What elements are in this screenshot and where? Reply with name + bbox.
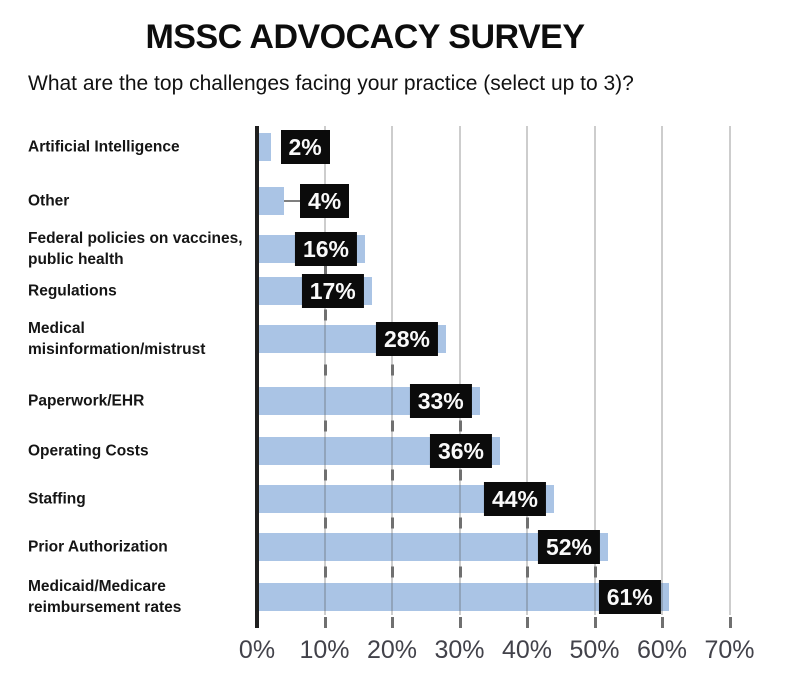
gridline-dash: [526, 566, 529, 578]
gridline-dash: [323, 420, 327, 432]
gridline-dash: [458, 517, 462, 529]
chart-question-subtitle: What are the top challenges facing your …: [28, 72, 634, 95]
y-axis-line: [255, 126, 259, 628]
gridline-dash: [391, 364, 394, 376]
value-label: 52%: [537, 530, 600, 564]
gridline-dash: [323, 517, 327, 529]
category-label: Medicaid/Medicare reimbursement rates: [28, 578, 182, 616]
gridline-dash: [458, 566, 462, 578]
gridline-dash: [458, 420, 462, 432]
gridline: [728, 126, 731, 615]
gridline-dash: [323, 566, 327, 578]
axis-tick: [526, 617, 529, 628]
x-axis-tick-label: 60%: [636, 636, 688, 664]
axis-tick: [593, 617, 597, 628]
x-axis-tick-label: 10%: [299, 636, 350, 664]
axis-tick: [391, 617, 394, 628]
gridline: [526, 126, 528, 615]
gridline-dash: [391, 566, 394, 578]
value-label: 2%: [280, 130, 330, 164]
value-label: 33%: [409, 384, 472, 418]
value-label: 61%: [598, 580, 661, 614]
category-label: Regulations: [28, 282, 117, 300]
gridline: [661, 126, 663, 615]
axis-tick: [458, 617, 462, 628]
x-axis-tick-label: 40%: [501, 636, 553, 664]
category-label: Staffing: [28, 490, 86, 508]
page-title: MSSC ADVOCACY SURVEY: [145, 18, 585, 56]
category-label: Operating Costs: [28, 442, 149, 460]
x-axis-tick-label: 30%: [434, 636, 485, 664]
category-label: Artificial Intelligence: [28, 138, 180, 156]
gridline-dash: [323, 309, 327, 321]
value-label: 17%: [301, 274, 364, 308]
gridline-dash: [593, 566, 597, 578]
category-label: Other: [28, 192, 70, 210]
category-label: Federal policies on vaccines, public hea…: [28, 230, 243, 268]
axis-tick: [661, 617, 664, 628]
x-axis-tick-label: 20%: [366, 636, 418, 664]
gridline: [593, 126, 596, 615]
value-label: 28%: [375, 322, 438, 356]
gridline-dash: [526, 517, 529, 529]
gridline-dash: [391, 517, 394, 529]
gridline-dash: [458, 469, 462, 481]
gridline: [458, 126, 461, 615]
value-label: 36%: [429, 434, 492, 468]
category-label: Medical misinformation/mistrust: [28, 320, 206, 358]
value-label: 4%: [300, 184, 350, 218]
gridline-dash: [323, 469, 327, 481]
gridline-dash: [323, 264, 327, 276]
gridline-dash: [391, 469, 394, 481]
category-label: Paperwork/EHR: [28, 392, 145, 410]
gridline-dash: [391, 420, 394, 432]
axis-tick: [323, 617, 327, 628]
bar: [257, 187, 284, 215]
bar: [257, 133, 271, 161]
value-callout-line: [284, 200, 300, 202]
x-axis-tick-label: 50%: [569, 636, 620, 664]
x-axis-tick-label: 0%: [238, 636, 276, 664]
x-axis-tick-label: 70%: [704, 636, 755, 664]
axis-tick: [728, 617, 732, 628]
value-label: 44%: [483, 482, 546, 516]
gridline-dash: [323, 364, 327, 376]
category-label: Prior Authorization: [28, 538, 168, 556]
value-label: 16%: [294, 232, 357, 266]
